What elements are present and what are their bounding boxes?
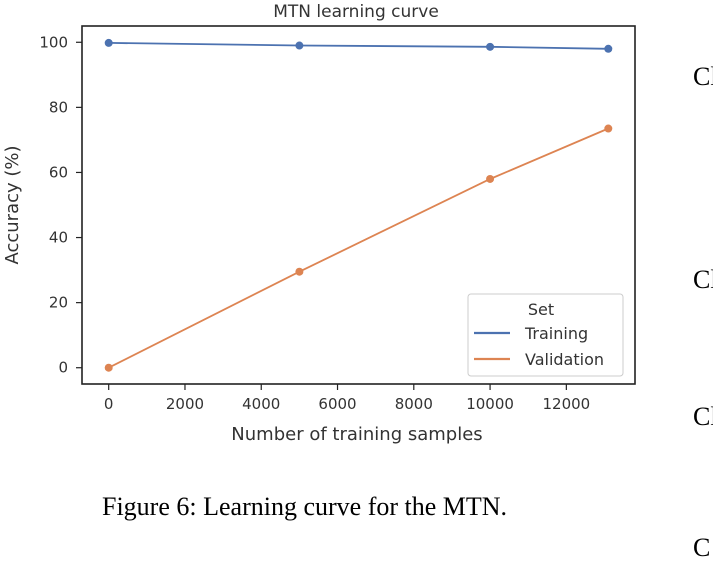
margin-text: Cl — [693, 265, 713, 294]
x-tick-label: 8000 — [395, 395, 433, 413]
series-line-validation — [108, 127, 609, 369]
data-point-training — [604, 44, 613, 53]
x-tick-label: 0 — [104, 395, 114, 413]
legend-box — [467, 293, 624, 377]
chart-title: MTN learning curve — [273, 2, 439, 22]
series-layer — [104, 38, 613, 372]
data-point-training — [104, 38, 113, 47]
y-tick-label: 40 — [49, 229, 68, 247]
x-axis-label: Number of training samples — [231, 424, 482, 445]
chart: MTN learning curve 0 2000 4000 6000 8000 1000… — [2, 2, 636, 445]
data-point-validation — [104, 363, 113, 372]
plot-frame — [81, 25, 636, 385]
legend: Set Training Validation — [467, 293, 624, 377]
data-point-validation — [295, 267, 304, 276]
data-point-validation — [604, 124, 613, 133]
y-tick-label: 0 — [58, 359, 68, 377]
y-axis-label: Accuracy (%) — [2, 145, 23, 264]
x-tick-label: 4000 — [242, 395, 280, 413]
y-axis: 0 20 40 60 80 100 — [39, 33, 82, 377]
y-tick-label: 100 — [39, 33, 68, 51]
margin-text: C — [693, 533, 711, 562]
y-tick-label: 20 — [49, 294, 68, 312]
legend-label-training: Training — [524, 324, 588, 343]
x-tick-label: 2000 — [166, 395, 204, 413]
data-point-validation — [486, 174, 495, 183]
y-tick-label: 60 — [49, 163, 68, 181]
legend-label-validation: Validation — [525, 350, 604, 369]
data-point-training — [486, 42, 495, 51]
x-tick-label: 12000 — [542, 395, 590, 413]
margin-text: Cl — [693, 62, 713, 91]
data-point-training — [295, 41, 304, 50]
series-line-training — [108, 42, 609, 50]
x-tick-label: 10000 — [466, 395, 514, 413]
figure-caption: Figure 6: Learning curve for the MTN. — [102, 492, 508, 521]
x-tick-label: 6000 — [318, 395, 356, 413]
y-tick-label: 80 — [49, 98, 68, 116]
legend-title: Set — [528, 300, 554, 319]
margin-text: Cl — [693, 402, 713, 431]
x-axis: 0 2000 4000 6000 8000 10000 12000 — [104, 384, 590, 413]
